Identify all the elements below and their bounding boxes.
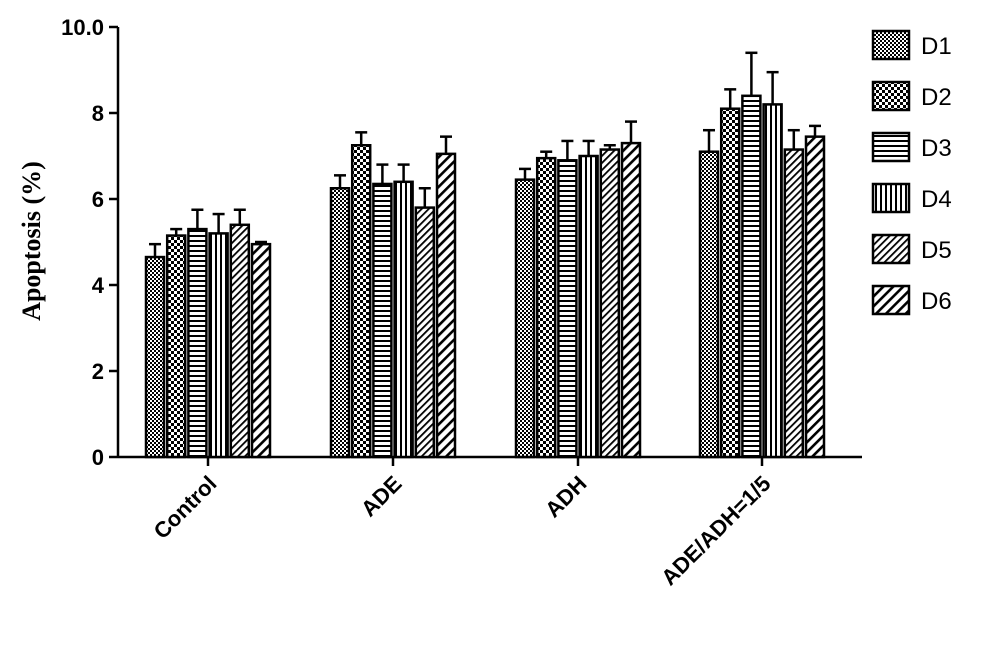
legend-swatch [871, 182, 911, 214]
bar [329, 187, 351, 459]
bar [435, 152, 457, 459]
bar [165, 234, 187, 459]
bar [144, 255, 166, 459]
bar [535, 156, 557, 459]
x-category-label: ADH [540, 471, 591, 522]
y-ticks: 0 2 4 6 8 10.0 [61, 15, 118, 470]
legend-label: D1 [921, 33, 952, 60]
legend-swatch [871, 29, 911, 61]
y-tick-label: 8 [92, 101, 104, 126]
bars [144, 94, 826, 459]
y-tick-label: 6 [92, 187, 104, 212]
bar [783, 148, 805, 459]
legend-label: D5 [921, 237, 952, 264]
bar [393, 180, 414, 459]
bar [804, 135, 826, 459]
y-tick-label: 4 [92, 273, 105, 298]
bar [250, 242, 272, 459]
bar [187, 227, 208, 459]
bar [741, 94, 762, 459]
legend-swatch [871, 80, 911, 112]
legend: D1 D2 D3 D4 D5 D6 [871, 29, 952, 316]
bar [599, 148, 621, 459]
x-category-label: Control [149, 471, 222, 544]
y-tick-label: 0 [92, 445, 104, 470]
bar [620, 141, 642, 459]
bar [208, 232, 229, 459]
bar [350, 144, 372, 459]
bar [698, 150, 720, 459]
x-category-label: ADE [356, 471, 407, 522]
y-tick-label: 10.0 [61, 15, 104, 40]
error-bars [149, 51, 821, 258]
legend-label: D6 [921, 288, 952, 315]
legend-swatch [871, 284, 911, 316]
bar [719, 107, 741, 459]
bar [229, 223, 251, 459]
bar [372, 182, 393, 459]
x-category-labels: Control ADE ADH ADE/ADH=1/5 [149, 457, 776, 590]
bar [762, 103, 783, 459]
legend-swatch [871, 131, 911, 163]
bar [514, 178, 536, 459]
bar [414, 206, 436, 459]
x-category-label: ADE/ADH=1/5 [656, 471, 775, 590]
legend-swatch [871, 233, 911, 265]
y-tick-label: 2 [92, 359, 104, 384]
legend-label: D3 [921, 135, 952, 162]
y-axis-title: Apoptosis (%) [17, 161, 46, 321]
bar [578, 154, 599, 459]
bar [557, 159, 578, 459]
legend-label: D2 [921, 84, 952, 111]
legend-label: D4 [921, 186, 952, 213]
